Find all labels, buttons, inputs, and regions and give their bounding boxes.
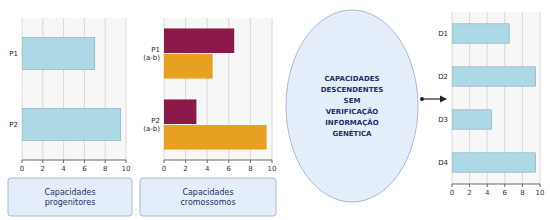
tick-label: 6	[227, 165, 232, 173]
chart: 0 2 4 6 8 10 P1 P2	[9, 18, 130, 173]
tick-label: 2	[183, 165, 187, 173]
bars	[164, 28, 267, 149]
tick-label: 8	[103, 165, 107, 173]
caption-box	[140, 178, 276, 216]
category-label: D3	[438, 115, 448, 123]
tick-label: 4	[205, 165, 210, 173]
caption: Capacidadesprogenitores	[8, 178, 132, 216]
bars	[22, 38, 121, 141]
bar	[452, 153, 536, 172]
tick-label: 0	[162, 165, 166, 173]
category-label: P1	[9, 49, 18, 57]
tick-label: 4	[485, 189, 490, 197]
tick-label: 10	[122, 165, 131, 173]
chart: 0 2 4 6 8 10 D1 D2 D3 D4	[438, 12, 544, 197]
caption-text: Capacidadesprogenitores	[44, 188, 95, 207]
ellipse	[286, 10, 418, 202]
category-label: D4	[438, 158, 448, 166]
category-label: P1(a-b)	[143, 45, 160, 61]
category-label: P2(a-b)	[143, 116, 160, 132]
bar	[452, 24, 509, 43]
category-label: P2	[9, 120, 18, 128]
bar	[22, 109, 121, 141]
x-axis	[22, 160, 126, 161]
chart: 0 2 4 6 8 10 P1(a-b) P2(a-b)	[143, 18, 276, 173]
tick-label: 2	[41, 165, 45, 173]
bar	[164, 28, 234, 53]
ellipse-text: CAPACIDADESDESCENDENTESSEMVERIFICAÇÃOINF…	[321, 74, 383, 137]
tick-label: 10	[268, 165, 277, 173]
tick-label: 10	[536, 189, 545, 197]
plot-area	[452, 12, 540, 184]
tick-label: 8	[248, 165, 252, 173]
x-axis	[164, 160, 272, 161]
plot-area	[22, 18, 126, 160]
caption-text: Capacidadescromossomos	[180, 188, 235, 207]
category-label: D1	[438, 29, 448, 37]
arrow	[422, 98, 446, 99]
bar	[164, 125, 267, 150]
caption-box	[8, 178, 132, 216]
grid-line	[272, 18, 273, 160]
tick-label: 2	[467, 189, 471, 197]
figure: 0 2 4 6 8 10 P1 P2 0 2 4 6 8 10 P1(a-b) P2(a-b) 0 2 4 6 8 10 D…	[0, 0, 550, 220]
tick-label: 4	[61, 165, 66, 173]
bar	[452, 67, 536, 86]
ellipse-note: CAPACIDADESDESCENDENTESSEMVERIFICAÇÃOINF…	[286, 10, 446, 202]
bar	[22, 38, 95, 70]
grid-line	[540, 12, 541, 184]
tick-label: 8	[520, 189, 524, 197]
tick-label: 6	[503, 189, 508, 197]
x-axis	[452, 184, 540, 185]
arrow-dot	[420, 97, 424, 101]
bar	[164, 54, 213, 79]
bar	[164, 99, 196, 124]
tick-label: 6	[82, 165, 87, 173]
category-label: D2	[438, 72, 448, 80]
plot-area	[164, 18, 272, 160]
grid-line	[126, 18, 127, 160]
tick-label: 0	[450, 189, 454, 197]
bar	[452, 110, 492, 129]
bars	[452, 24, 536, 172]
caption: Capacidadescromossomos	[140, 178, 276, 216]
tick-label: 0	[20, 165, 24, 173]
